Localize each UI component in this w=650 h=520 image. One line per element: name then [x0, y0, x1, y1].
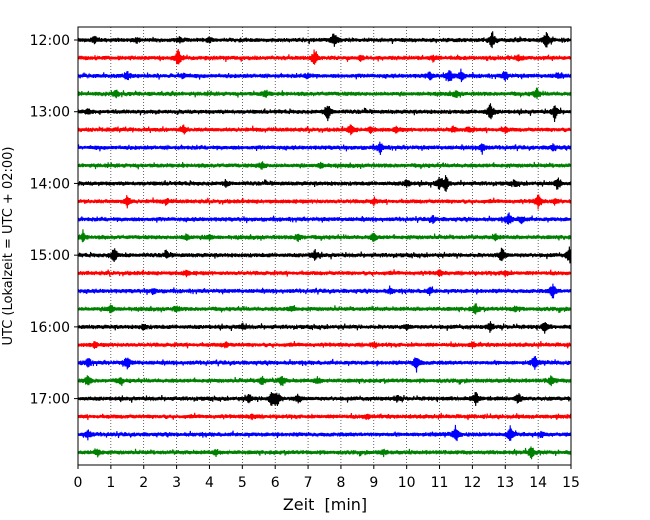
- traces: [77, 31, 572, 460]
- x-axis-ticks: 0 1 2 3 4 5 6 7 8 9 10 11 12 13 14 15: [74, 465, 580, 491]
- trace-1500: [77, 246, 572, 264]
- trace-1245: [77, 87, 572, 100]
- y-tick-label: 12:00: [30, 33, 70, 49]
- x-tick-label: 2: [139, 475, 148, 491]
- trace-1645: [77, 375, 572, 387]
- y-tick-label: 15:00: [30, 248, 70, 264]
- trace-1330: [77, 141, 572, 155]
- trace-1545: [77, 303, 572, 315]
- x-tick-label: 10: [398, 475, 416, 491]
- trace-1615: [77, 341, 572, 349]
- x-tick-label: 0: [74, 475, 83, 491]
- x-tick-label: 5: [238, 475, 247, 491]
- x-tick-label: 13: [496, 475, 514, 491]
- y-tick-label: 13:00: [30, 105, 70, 121]
- x-tick-label: 8: [336, 475, 345, 491]
- trace-1300: [77, 103, 572, 122]
- gridlines: [110, 27, 539, 465]
- y-tick-label: 14:00: [30, 176, 70, 192]
- trace-1315: [77, 124, 572, 136]
- trace-1745: [77, 446, 572, 460]
- trace-1430: [77, 212, 572, 225]
- x-tick-label: 1: [106, 475, 115, 491]
- trace-1715: [77, 412, 572, 421]
- y-tick-label: 17:00: [30, 392, 70, 408]
- trace-1700: [77, 392, 572, 407]
- trace-1215: [77, 49, 572, 65]
- x-tick-label: 9: [369, 475, 378, 491]
- x-tick-label: 7: [304, 475, 313, 491]
- plot-background: [78, 27, 571, 465]
- x-tick-label: 4: [205, 475, 214, 491]
- trace-1230: [77, 68, 572, 83]
- trace-1445: [77, 229, 572, 243]
- x-tick-label: 15: [562, 475, 580, 491]
- plot-frame: [77, 26, 572, 466]
- x-tick-label: 6: [271, 475, 280, 491]
- y-axis-label: UTC (Lokalzeit = UTC + 02:00): [1, 147, 16, 346]
- x-axis-label: Zeit [min]: [283, 495, 367, 514]
- x-tick-label: 11: [431, 475, 449, 491]
- trace-1345: [77, 161, 572, 170]
- y-tick-label: 16:00: [30, 320, 70, 336]
- trace-1200: [77, 31, 572, 49]
- x-tick-label: 14: [529, 475, 547, 491]
- trace-1630: [77, 356, 572, 373]
- trace-1400: [77, 175, 572, 192]
- trace-1515: [77, 269, 572, 278]
- y-axis-ticks: 12:00 13:00 14:00 15:00 16:00 17:00: [30, 33, 78, 408]
- trace-1415: [77, 194, 572, 210]
- x-tick-label: 12: [463, 475, 481, 491]
- trace-1530: [77, 283, 572, 299]
- trace-1600: [77, 321, 572, 334]
- x-tick-label: 3: [172, 475, 181, 491]
- trace-1730: [77, 424, 572, 442]
